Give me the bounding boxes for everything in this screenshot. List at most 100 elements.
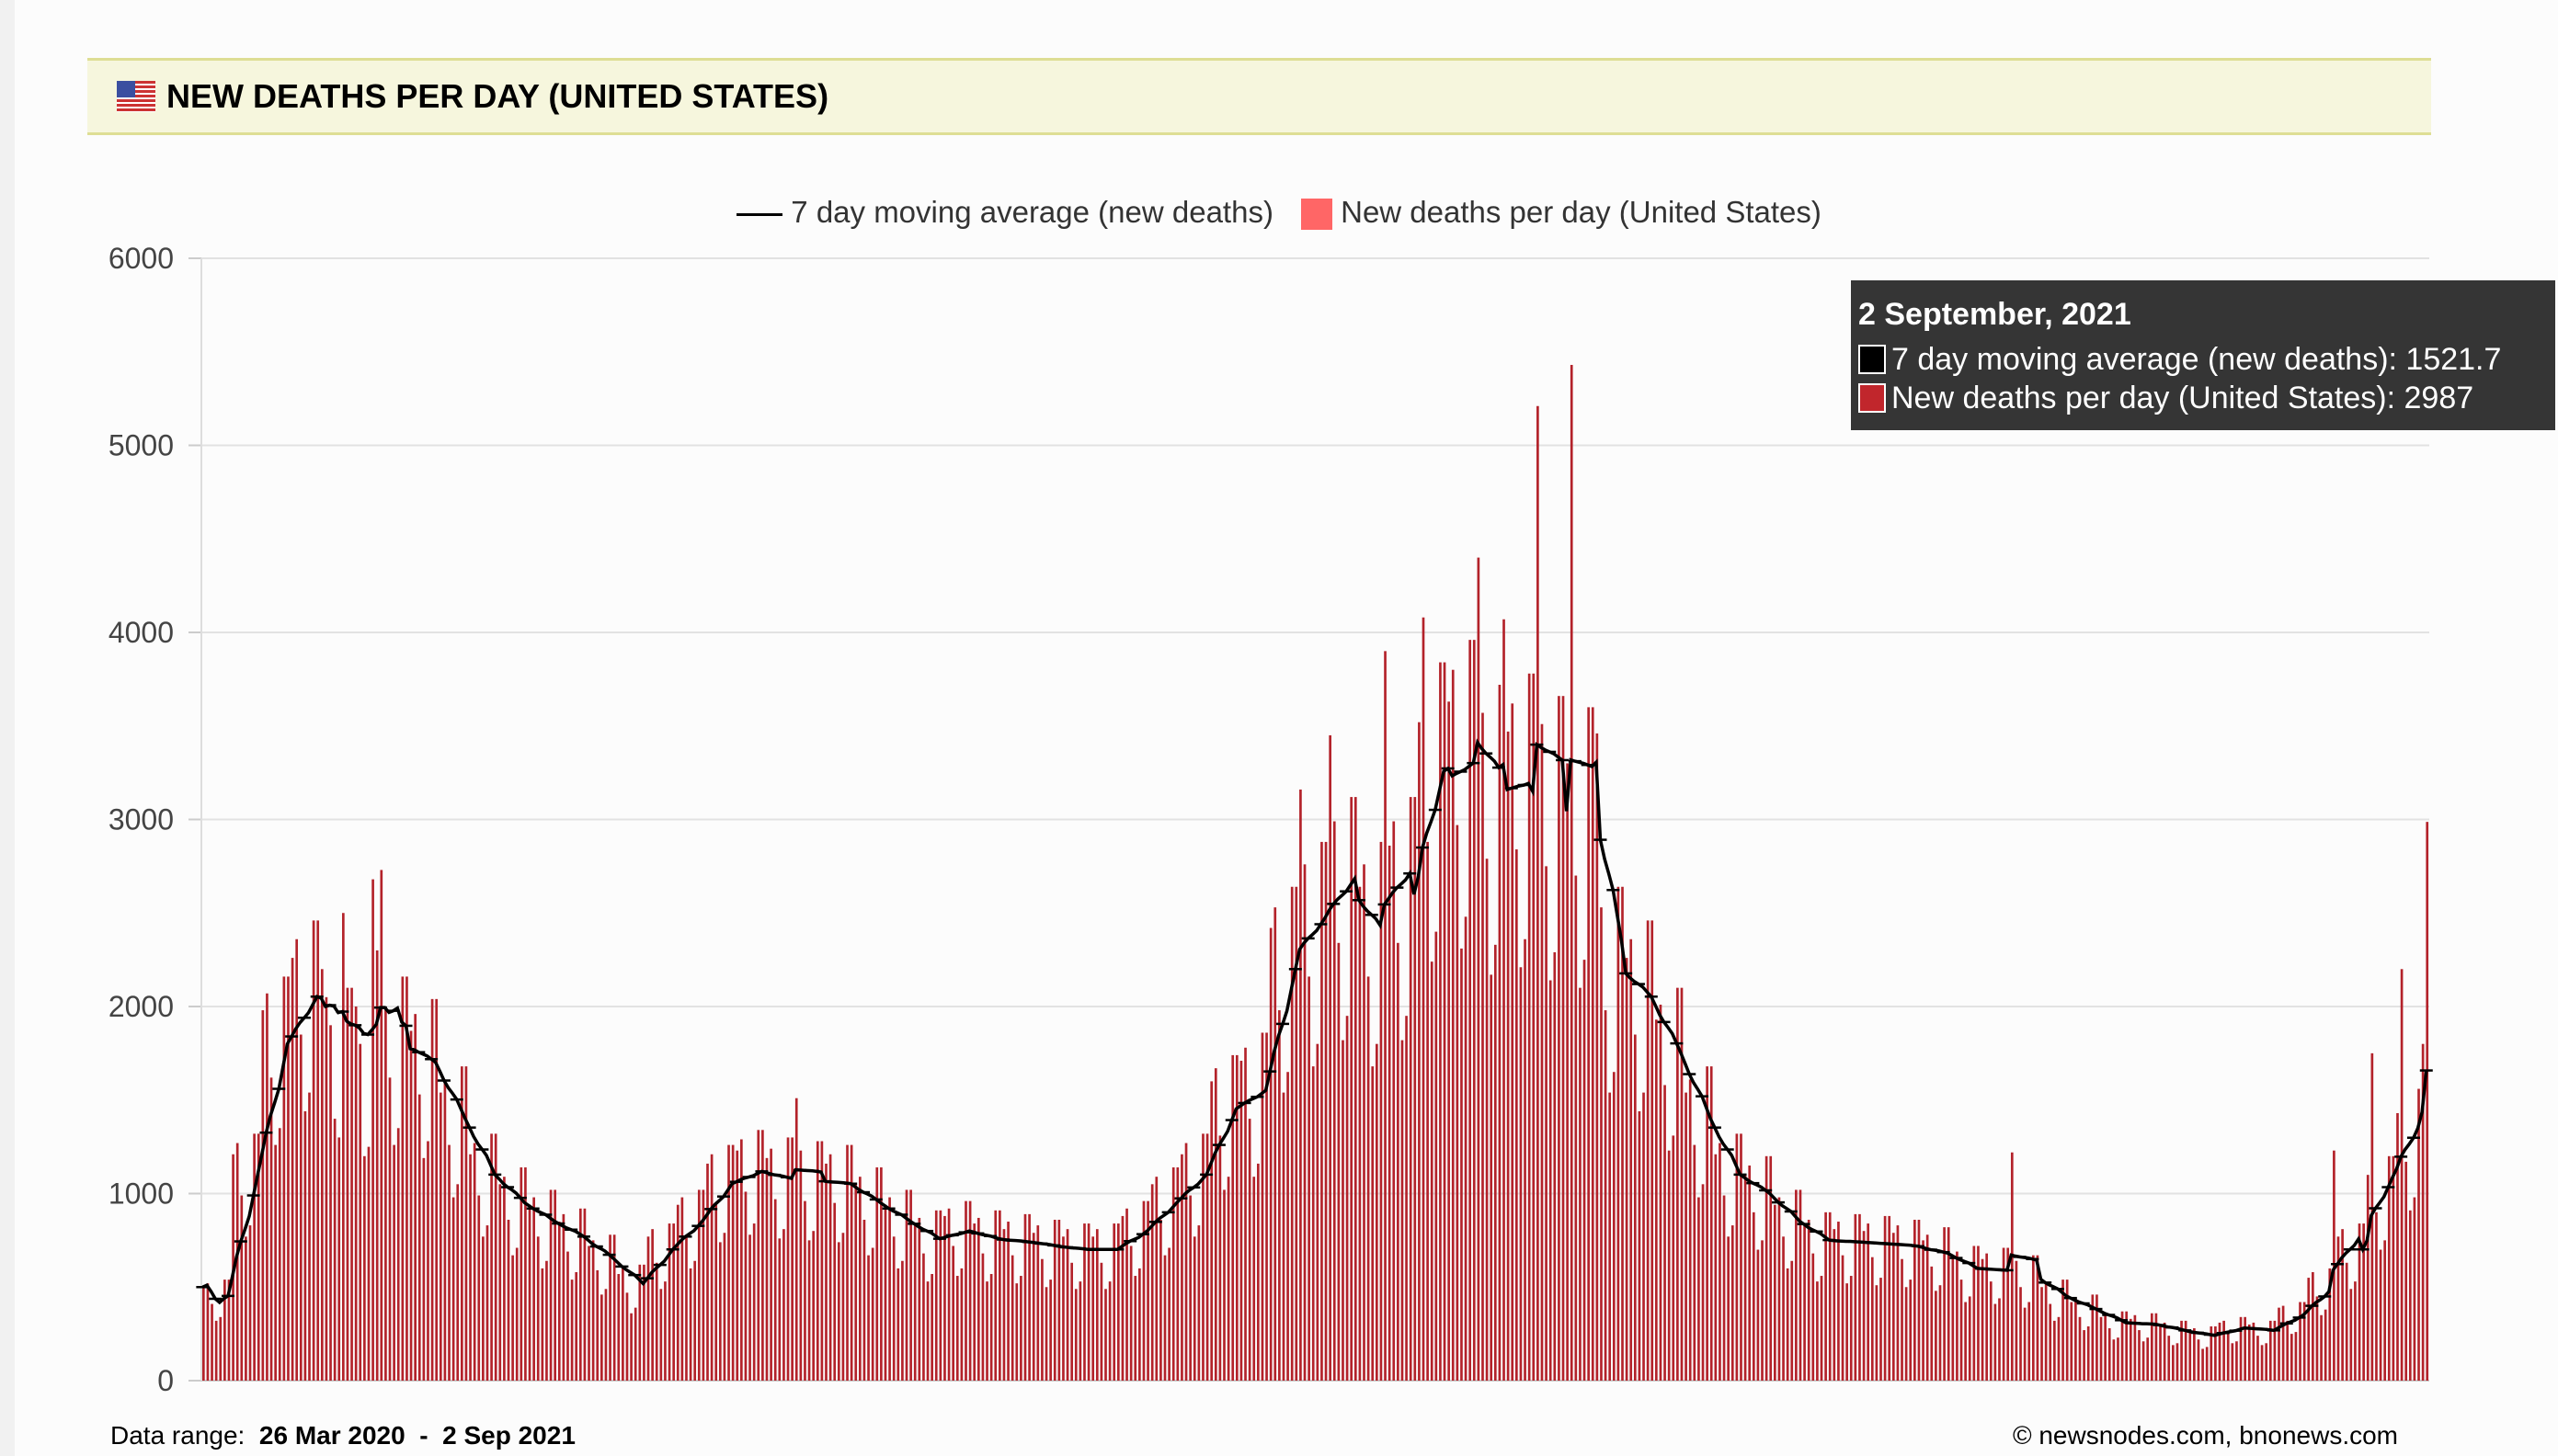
bar — [1062, 1236, 1065, 1381]
bar — [2146, 1337, 2150, 1381]
bar — [1553, 951, 1557, 1381]
bar — [223, 1280, 226, 1381]
bar — [850, 1144, 853, 1381]
bar — [2057, 1316, 2061, 1381]
bar — [219, 1316, 223, 1381]
bar — [1184, 1143, 1188, 1381]
bar — [2383, 1240, 2387, 1381]
chart-tooltip: 2 September, 2021 7 day moving average (… — [1851, 280, 2555, 430]
line-swatch-icon — [737, 212, 783, 216]
bar — [545, 1260, 548, 1381]
bar — [1799, 1189, 1802, 1381]
bar — [2201, 1348, 2204, 1381]
bar — [706, 1163, 709, 1381]
bar-swatch-icon — [1300, 199, 1332, 231]
bar — [2333, 1150, 2335, 1381]
bar — [1909, 1280, 1913, 1381]
bar — [549, 1189, 553, 1381]
bar — [498, 1184, 502, 1381]
bar — [320, 969, 324, 1381]
bar — [1672, 1135, 1675, 1381]
bar — [786, 1137, 790, 1381]
bar — [2268, 1320, 2272, 1381]
bar — [837, 1242, 840, 1381]
bar — [799, 1150, 803, 1381]
bar — [1142, 1200, 1146, 1381]
bar — [1329, 734, 1331, 1381]
bar — [1002, 1229, 1006, 1381]
bar — [1947, 1227, 1950, 1381]
bar — [359, 1043, 362, 1381]
bar — [2404, 1161, 2408, 1381]
bar — [333, 1119, 337, 1381]
bar — [1714, 1154, 1718, 1381]
bar — [1100, 1262, 1103, 1381]
bar — [1405, 1016, 1408, 1381]
bar — [1244, 1047, 1247, 1381]
bar — [1646, 920, 1650, 1381]
bar — [2358, 1223, 2361, 1381]
bar — [1456, 825, 1459, 1381]
bar — [1218, 1135, 1222, 1381]
bar — [723, 1233, 726, 1381]
bar — [1269, 927, 1273, 1381]
bar — [435, 998, 439, 1381]
bar — [2417, 1088, 2420, 1381]
bar — [520, 1167, 523, 1381]
bar — [1375, 1043, 1378, 1381]
bar — [1527, 673, 1531, 1381]
bar — [816, 1141, 819, 1381]
bar — [1193, 1236, 1196, 1381]
bar — [414, 1014, 417, 1381]
bar — [1231, 1054, 1235, 1381]
bar — [1434, 931, 1438, 1381]
legend-item-moving-average[interactable]: 7 day moving average (new deaths) — [737, 195, 1273, 230]
bar — [1091, 1236, 1095, 1381]
bar — [261, 1010, 265, 1381]
bar — [1163, 1255, 1167, 1381]
bar — [2006, 1247, 2010, 1381]
legend-item-daily-deaths[interactable]: New deaths per day (United States) — [1285, 195, 1821, 231]
bar — [1273, 907, 1277, 1381]
bar — [2375, 1211, 2378, 1381]
bar — [1400, 1040, 1404, 1381]
bar — [456, 1184, 460, 1381]
bar — [1985, 1253, 1988, 1381]
bar — [2065, 1280, 2069, 1381]
bar — [1896, 1225, 1900, 1381]
bar — [2252, 1322, 2255, 1381]
bar — [1540, 723, 1544, 1381]
bar — [1155, 1177, 1159, 1381]
bar — [1709, 1066, 1713, 1381]
bar — [287, 976, 290, 1381]
bar — [1629, 938, 1633, 1381]
bar — [1782, 1236, 1785, 1381]
bar — [1917, 1219, 1921, 1381]
bar — [1659, 1004, 1662, 1381]
bar — [490, 1133, 493, 1381]
bar — [1159, 1219, 1162, 1381]
bar — [2138, 1330, 2141, 1381]
bar — [1701, 1184, 1705, 1381]
bar — [1604, 1010, 1607, 1381]
bar — [986, 1281, 988, 1381]
bar — [2184, 1320, 2187, 1381]
bar — [2086, 1325, 2090, 1381]
bar — [1730, 1225, 1734, 1381]
tooltip-daily-text: New deaths per day (United States): 2987 — [1891, 381, 2474, 415]
bar — [1371, 1066, 1375, 1381]
bar — [1845, 1283, 1848, 1381]
bar — [825, 1163, 828, 1381]
bar — [1561, 696, 1565, 1381]
bar — [2002, 1247, 2005, 1381]
legend-label-moving-average: 7 day moving average (new deaths) — [791, 195, 1273, 230]
bar — [2281, 1305, 2285, 1381]
bar — [892, 1236, 896, 1381]
bar — [346, 987, 349, 1381]
bar — [1697, 1197, 1700, 1381]
moving-average-line — [201, 738, 2428, 1337]
bar — [2400, 969, 2404, 1381]
bar — [791, 1137, 794, 1381]
bar — [337, 1137, 341, 1381]
